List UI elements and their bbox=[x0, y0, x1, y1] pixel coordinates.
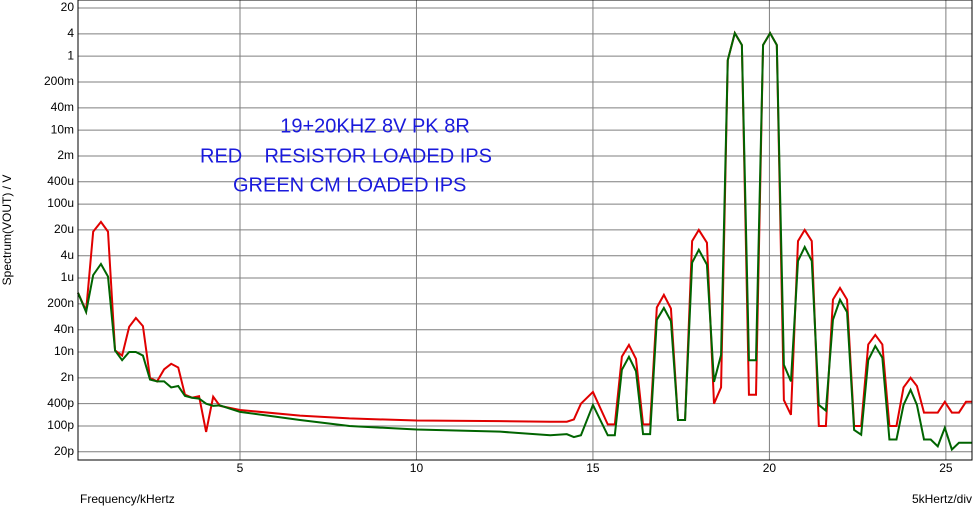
y-tick-label: 2m bbox=[57, 148, 74, 162]
y-tick-label: 1 bbox=[67, 48, 74, 62]
x-tick-label: 5 bbox=[237, 461, 244, 475]
y-tick-label: 20u bbox=[54, 222, 74, 236]
y-axis-label: Spectrum(VOUT) / V bbox=[0, 175, 14, 286]
x-tick-label: 20 bbox=[763, 461, 777, 475]
y-tick-label: 200m bbox=[44, 74, 74, 88]
y-tick-label: 4 bbox=[67, 26, 74, 40]
y-tick-label: 2n bbox=[61, 370, 74, 384]
y-tick-label: 200n bbox=[47, 296, 74, 310]
annotation: 19+20KHZ 8V PK 8R bbox=[280, 115, 470, 137]
y-tick-label: 40n bbox=[54, 322, 74, 336]
x-tick-label: 10 bbox=[410, 461, 424, 475]
x-tick-label: 15 bbox=[586, 461, 600, 475]
y-tick-label: 400p bbox=[47, 396, 74, 410]
y-tick-label: 10n bbox=[54, 344, 74, 358]
grid bbox=[78, 0, 972, 460]
y-tick-label: 100p bbox=[47, 418, 74, 432]
annotation: GREEN CM LOADED IPS bbox=[233, 174, 466, 196]
y-tick-label: 4u bbox=[61, 248, 74, 262]
series-line bbox=[77, 30, 972, 452]
y-tick-label: 20 bbox=[61, 0, 75, 14]
y-tick-label: 20p bbox=[54, 444, 74, 458]
y-tick-label: 400u bbox=[47, 174, 74, 188]
y-tick-label: 1u bbox=[61, 270, 74, 284]
x-axis-label: Frequency/kHertz bbox=[80, 492, 175, 506]
plot-lines bbox=[77, 30, 972, 452]
plot-frame bbox=[77, 0, 973, 461]
y-tick-label: 100u bbox=[47, 196, 74, 210]
x-tick-label: 25 bbox=[939, 461, 953, 475]
annotation: RED RESISTOR LOADED IPS bbox=[200, 145, 492, 167]
y-tick-label: 10m bbox=[51, 122, 74, 136]
y-tick-label: 40m bbox=[51, 100, 74, 114]
x-scale-note: 5kHertz/div bbox=[912, 492, 972, 506]
